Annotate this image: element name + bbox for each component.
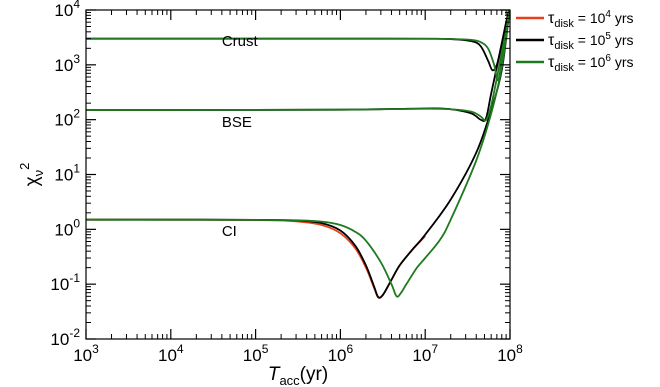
y-tick-label: 102: [54, 107, 80, 130]
y-tick-label: 10-1: [50, 271, 80, 294]
curve-label: CI: [222, 223, 237, 240]
series-line-bse-4: [86, 10, 510, 122]
x-tick-label: 108: [497, 342, 523, 365]
legend-label: τdisk = 106 yrs: [548, 53, 634, 74]
annotation-layer: Crust BSE CI: [222, 33, 259, 240]
legend-label: τdisk = 104 yrs: [548, 9, 634, 30]
y-tick-label: 103: [54, 52, 80, 75]
x-tick-label: 103: [73, 342, 99, 365]
series-line-bse-3: [86, 10, 510, 122]
series-line-ci-2: [86, 10, 510, 298]
x-axis-title: Tacc(yr): [268, 364, 328, 387]
curve-label: Crust: [222, 33, 259, 50]
series-line-crust-6: [86, 10, 510, 82]
y-tick-label: 10-2: [50, 326, 80, 349]
series-line-ci-1: [86, 10, 510, 299]
y-axis-title: χν2: [17, 163, 46, 187]
x-tick-label: 104: [158, 342, 184, 365]
legend-label: τdisk = 105 yrs: [548, 31, 634, 52]
plot-frame: [85, 9, 511, 340]
x-tick-label: 106: [328, 342, 354, 365]
x-tick-label: 105: [243, 342, 269, 365]
y-tick-label: 100: [54, 216, 80, 239]
curve-label: BSE: [222, 114, 252, 131]
y-tick-label: 101: [54, 162, 80, 185]
x-tick-label: 107: [412, 342, 438, 365]
series-layer: [86, 10, 510, 299]
y-tick-label: 104: [54, 0, 80, 20]
axis-layer: 103 104 105 106 107 108 10-2 10-1 100 101 102 103 10…: [17, 0, 523, 387]
